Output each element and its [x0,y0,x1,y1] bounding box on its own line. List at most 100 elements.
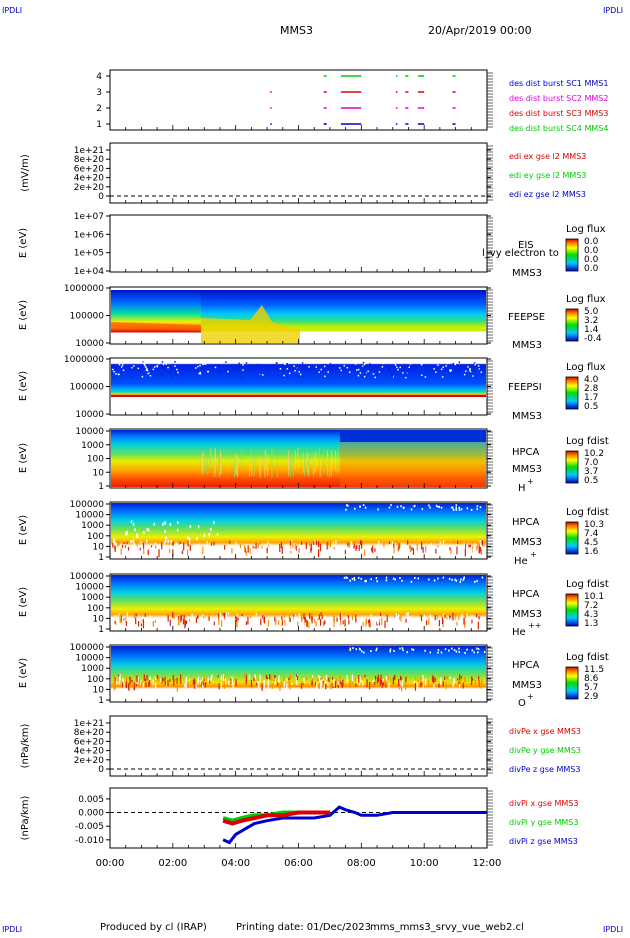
hpca-he-y-label: E (eV) [18,515,29,545]
hpca-he-speckle-dot [319,543,321,552]
hpca-he-speckle-dot [161,541,163,550]
eis-instrument: EIS [518,240,534,251]
divpi-series [222,805,487,845]
hpca-he2-speckle-dot [386,614,388,623]
hpca-o-speckle-dot [263,679,265,688]
hpca-he2-speckle-dot [121,616,124,623]
hpca-he-speckle-dot [478,546,480,554]
hpca-he-speckle-top-gap [364,506,367,509]
hpca-he-speckle-dot [291,540,293,548]
hpca-he2-speckle-dot [262,614,264,619]
hpca-o-speckle-top-gap [424,649,426,652]
edi-legend-entry: edi ez gse l2 MMS3 [509,190,586,199]
feepsi-speckle-dot [192,367,194,369]
feepsi-speckle-dot [177,362,180,364]
hpca-o-speckle-dot [368,681,371,690]
feepsi-speckle-dot [176,368,178,371]
hpca-he-speckle-dot [360,540,362,545]
hpca-he2-speckle-dot [347,615,349,619]
hpca-he-speckle-dot [394,542,397,547]
hpca-he-speckle-top-gap [470,508,473,511]
hpca-o-speckle-dot [374,675,377,682]
hpca-he2-species-charge: ++ [528,621,541,630]
hpca-he2-speckle-dot [178,616,180,621]
hpca-o-speckle-dot [334,680,337,688]
feepsi-speckle-dot [331,366,334,369]
hpca-he-speckle-dot [168,548,171,553]
y-tick-label: 2e+20 [74,183,105,193]
edi-legend-entry: edi ex gse l2 MMS3 [509,152,586,161]
feepsi-speckle [112,361,485,379]
hpca-he2-speckle-dot [298,613,300,618]
hpca-he2-speckle-dot [223,617,225,621]
y-tick-label: 1e+21 [74,146,104,156]
hpca-he2-speckle-dot [384,620,386,628]
feepsi-speckle-dot [225,361,227,363]
hpca-he2-speckle-dot [313,618,316,623]
hpca-he-speckle-dot [335,540,337,547]
feepsi-speckle-dot [161,374,164,376]
hpca-he-speckle-dot [127,546,130,551]
hpca-o-speckle-top-gap [483,650,486,653]
hpca-he2-speckle-dot [301,616,303,623]
hpca-he-speckle-dot [378,547,381,551]
hpca-he2-speckle-dot [119,618,121,624]
hpca-he-speckle-top-gap [476,505,479,508]
hpca-o-speckle-dot [341,683,343,689]
hpca-he-speckle-dot [316,540,318,545]
feepsi-speckle-dot [113,364,115,367]
feepsi-speckle-dot [343,365,346,367]
hpca-he2-speckle-top-gap [360,577,362,580]
feepsi-speckle-dot [442,366,444,369]
hpca-o-speckle-dot [169,679,171,682]
hpca-he-speckle-dot [120,548,122,555]
hpca-he2-speckle-dot [348,619,350,625]
feepsi-speckle-dot [281,374,284,377]
hpca-he-early-gap [188,540,191,544]
hpca-he2-speckle-top-gap [385,576,388,579]
time-tick-label: 02:00 [158,858,187,869]
feepsi-speckle-dot [454,363,456,366]
hpca-o-speckle-dot [224,678,226,685]
hpca-he-speckle-dot [398,543,400,551]
hpca-he2-speckle-dot [274,616,276,622]
feepsi-speckle-dot [112,368,114,371]
hpca-he-early-gap [164,521,166,525]
hpca-o-speckle-top-gap [411,648,413,651]
feepsi-speckle-dot [375,373,378,375]
feepsi-speckle-dot [299,373,302,376]
colorbar-title: Log flux [566,362,606,373]
hpca-he-early-gap [196,537,198,541]
hpca-he2-speckle-top-gap [433,579,436,582]
hpca-he2-speckle-dot [456,621,458,626]
hpca-he-speckle-top-gap [451,506,453,509]
feepsi-speckle-dot [243,371,246,374]
hpca-o-speckle-top-gap [352,647,354,650]
feepsi-speckle-dot [293,365,295,367]
feepsi-speckle-dot [441,376,444,378]
hpca-he-fill [111,503,486,558]
hpca-o-speckle-dot [446,675,448,680]
hpca-o-speckle-dot [357,679,359,684]
hpca-he-speckle-dot [456,546,458,555]
hpca-he2-speckle-dot [160,619,162,623]
feepsi-speckle-dot [399,366,401,369]
panel-eis: 1e+04 1e+05 1e+06 1e+07 E (eV) EIS l_vy ele… [18,212,606,279]
feepsi-speckle-dot [458,371,460,373]
feepsi-speckle-dot [449,369,451,371]
hpca-o-speckle-top-gap [440,651,443,654]
hpca-o-speckle-dot [135,683,138,687]
hpca-he-speckle-dot [181,549,184,555]
hpca-o-speckle-dot [405,676,407,683]
hpca-he2-speckle-dot [297,621,299,627]
feepse-instrument: FEEPSE [508,312,545,323]
hpca-he2-speckle-dot [249,615,252,619]
feepsi-speckle-dot [197,365,199,368]
hpca-o-speckle-dot [143,674,145,681]
hpca-h-stripe [206,454,208,475]
feepsi-speckle-dot [378,371,381,373]
hpca-he2-speckle-dot [398,614,400,619]
feepsi-speckle-dot [320,368,322,371]
feepsi-speckle-dot [175,373,177,376]
